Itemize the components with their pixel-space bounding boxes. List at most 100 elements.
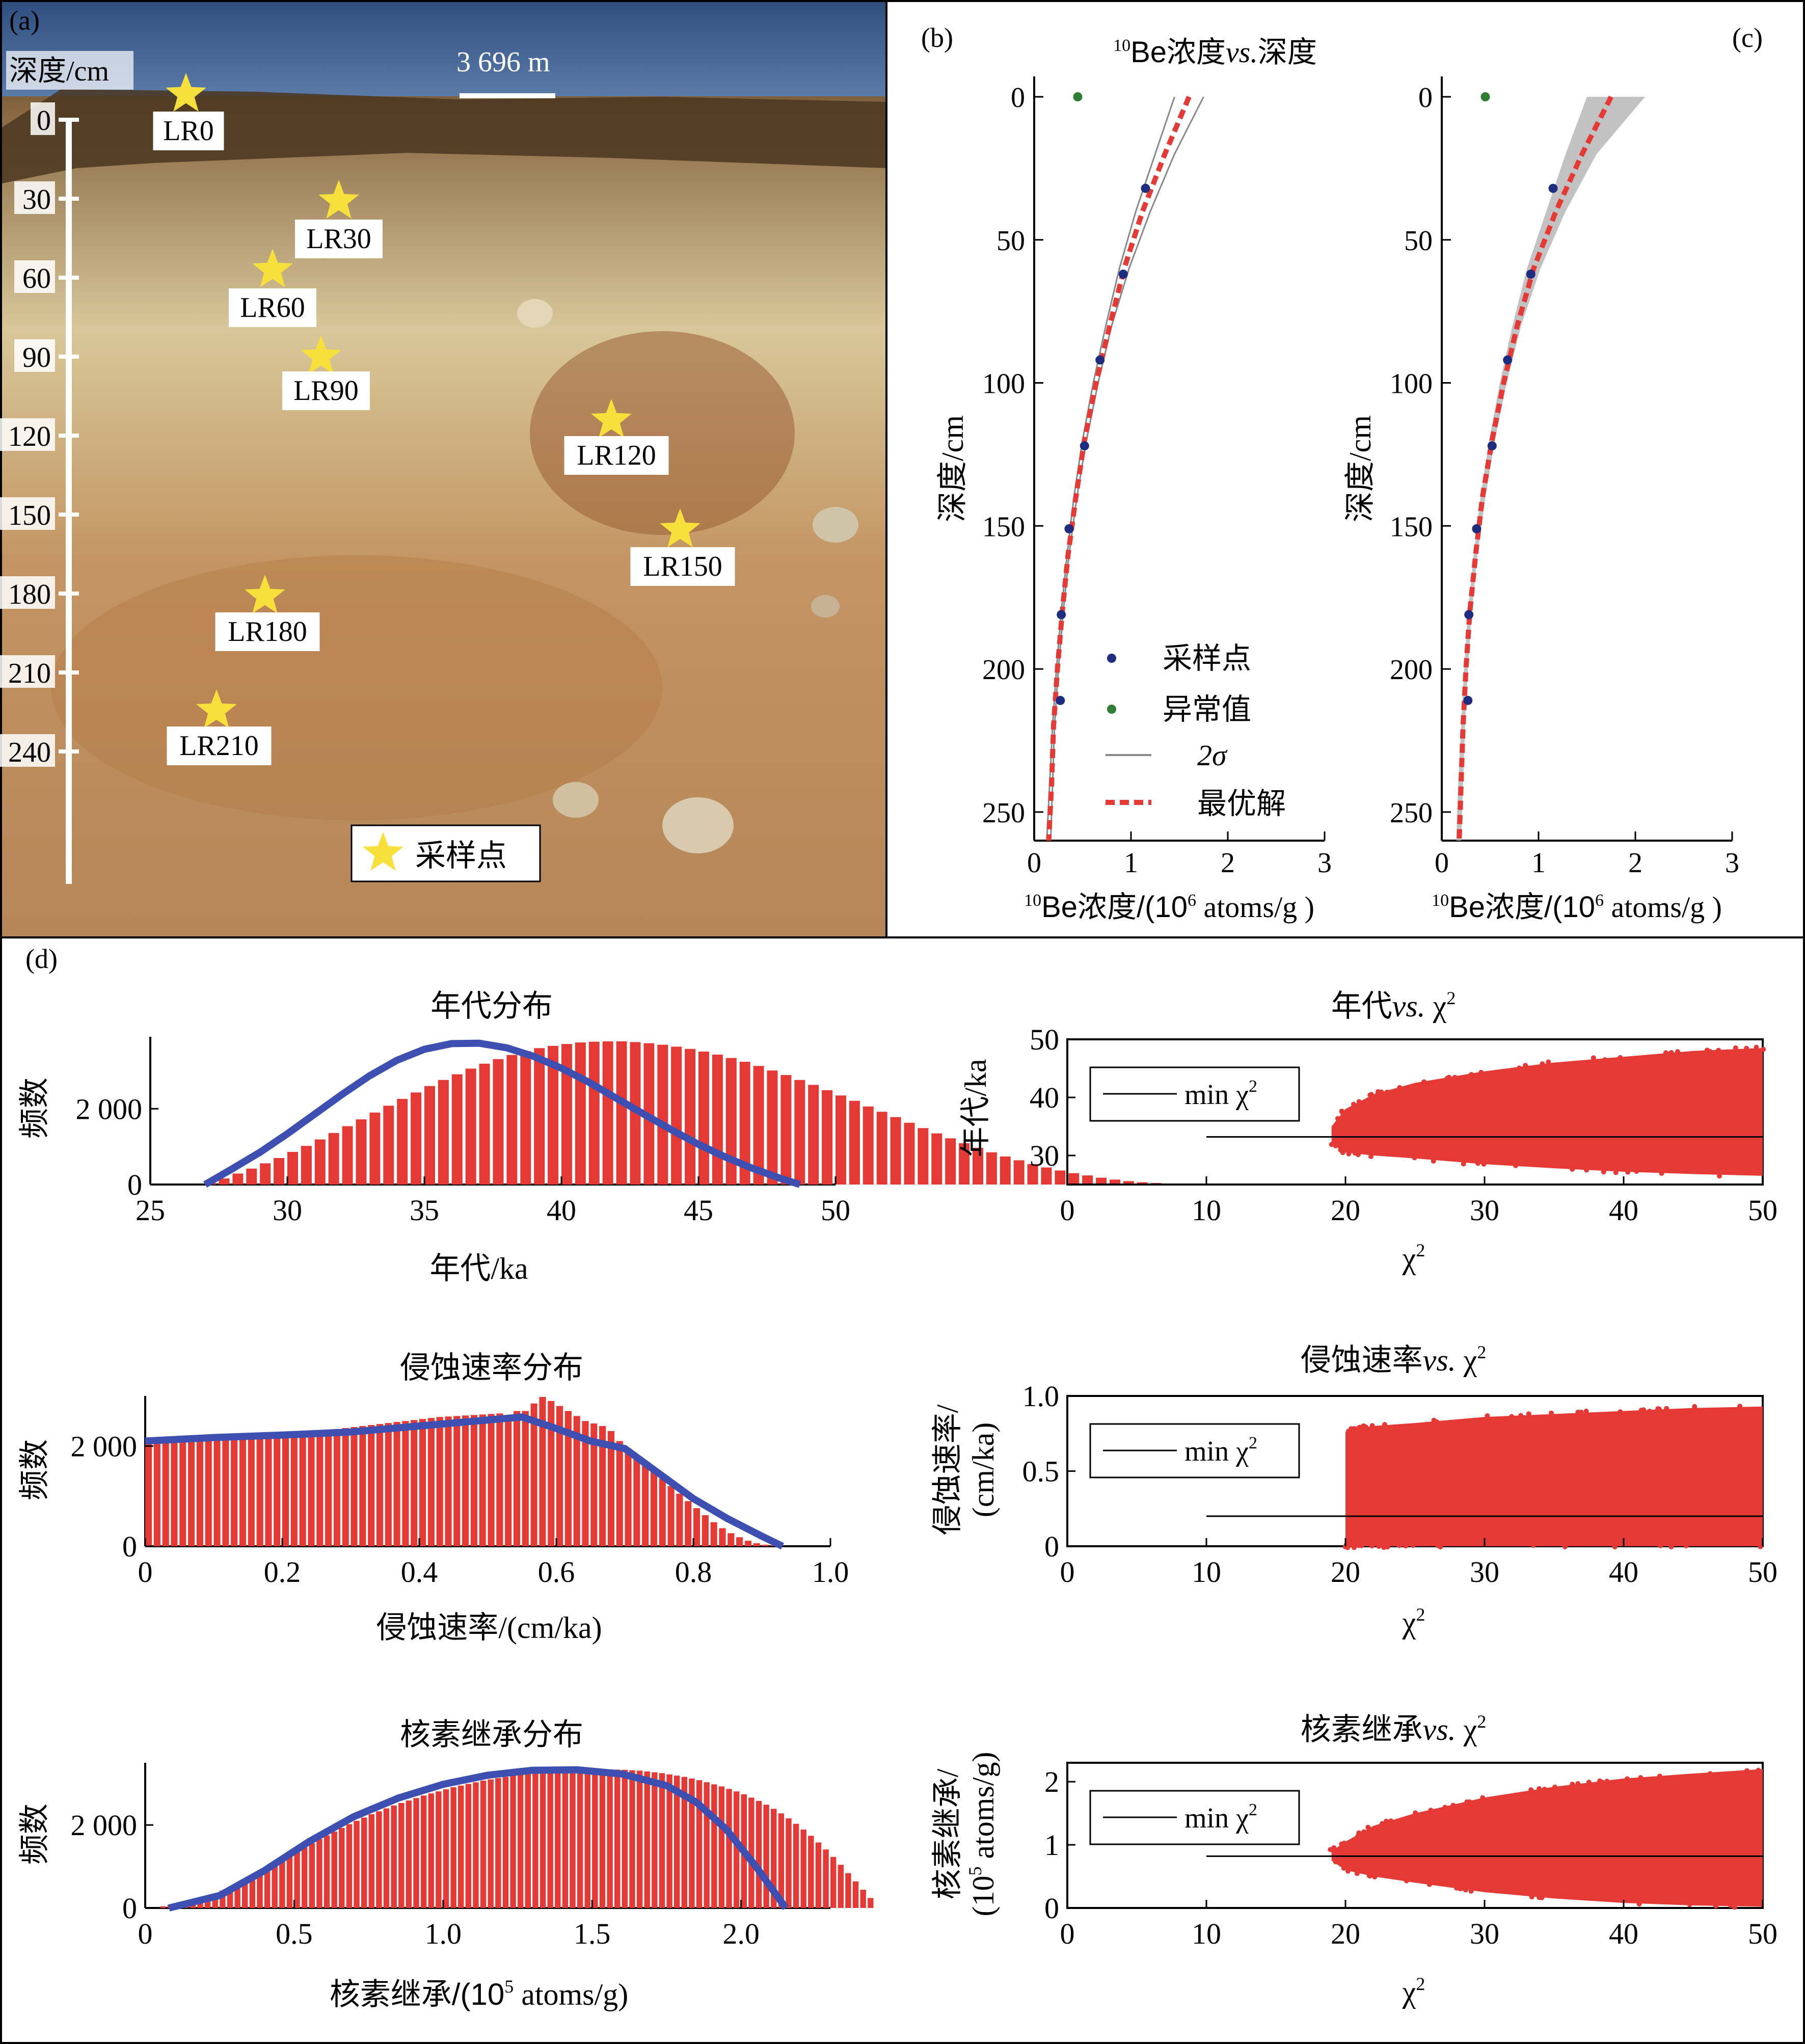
hist-bar [744,1541,751,1546]
hist-bar [391,1805,397,1908]
scatter-point [1481,1161,1487,1167]
legend-best: 最优解 [1197,787,1286,820]
depth-tick-label: 240 [8,737,51,768]
hist-bar [863,1106,874,1185]
sample-star-icon [245,575,285,613]
fit-curve [203,1039,801,1188]
hist-bar [607,1769,613,1908]
scatter-point [1354,1871,1360,1876]
sample-point [1472,524,1481,533]
hist-bar [502,1777,509,1908]
legend-min-chi2-label: min χ2 [1184,1800,1257,1834]
hist-bar [513,1411,521,1546]
scatter-point [1744,1045,1749,1051]
hist-bar [1137,1182,1148,1185]
y-tick-label: 50 [1030,1023,1059,1056]
sample-star-icon [301,335,341,374]
x-axis-label-part: Be浓度/(10 [1449,891,1595,924]
hist-bar [299,1432,306,1546]
depth-ticks: 0 30 60 90 120 150 180 210 240 [0,102,79,768]
y-tick-label: 0 [127,1168,142,1201]
scatter-point [1562,1544,1568,1549]
hist-bar [393,1422,400,1546]
hist-bar [719,1528,726,1546]
hist-bar [260,1163,271,1185]
x-axis-label-part: atoms/g ) [1196,891,1314,924]
hist-bar [179,1437,186,1546]
scatter-point [1329,1142,1334,1147]
hist-bar [561,1044,572,1185]
hist-bar [534,1048,545,1185]
scatter-point [1601,1169,1606,1175]
scatter-point [1656,1406,1662,1412]
x-tick-label: 50 [1748,1555,1777,1589]
x-tick-label: 0 [138,1917,153,1950]
legend-min-chi2-sup: 2 [1249,1077,1257,1096]
hist-bar [451,1074,463,1185]
hist-bar [539,1396,546,1546]
chi-sup: 2 [1416,1604,1425,1625]
hist-bar [188,1437,195,1546]
hist-bar [945,1138,956,1185]
sample-label-bg [282,371,370,410]
hist-bar [633,1456,640,1546]
photo-sky [2,2,885,96]
hist-bar [1027,1164,1038,1185]
scatter-point [1467,1799,1472,1805]
x-tick-label: 0 [1060,1194,1075,1227]
legend-min-chi2-text: min χ [1184,1436,1249,1467]
hist-bar [153,1439,160,1546]
hist-bar [712,1054,723,1185]
y-tick-label: 0 [1044,1892,1059,1925]
scatter-point [1461,1161,1466,1167]
sample-label-bg [229,288,316,327]
title-pre: 年代 [1331,989,1392,1023]
x-axis-label: 10Be浓度/(106 atoms/g ) [1024,891,1314,924]
title-chi: χ [1456,1343,1477,1377]
hist-bar [607,1431,614,1546]
sample-point [1548,183,1558,193]
hist-bar [525,1773,531,1908]
scatter-point [1356,1425,1362,1431]
hist-bar [602,1041,613,1185]
legend-a-label: 采样点 [415,839,507,873]
scatter-point [1530,1543,1536,1548]
hist-bar [219,1178,230,1185]
scatter-erosion-xlabel: χ2 [1402,1604,1425,1639]
scatter-point [1475,1161,1481,1166]
scatter-point [1618,1055,1623,1060]
scatter-point [1410,1543,1416,1548]
chi: χ [1402,1975,1416,2009]
hist-bar [480,1781,487,1908]
best-fit-line [1046,96,1192,841]
sample-markers: LR0 LR30 LR60 LR90 LR120 LR150 LR180 LR210 [153,73,735,765]
scatter-point [1707,1771,1713,1777]
hist-erosion-ylabel: 频数 [18,1439,51,1500]
hist-bar [1055,1170,1066,1185]
legend-samples: 采样点 [1163,642,1251,675]
hist-age-xlabel: 年代/ka [429,1252,528,1285]
scatter-point [1618,1409,1623,1415]
hist-bar [351,1427,358,1546]
hist-bar [973,1147,983,1185]
hist-bar [249,1876,256,1908]
hist-bar [725,1058,737,1185]
scatter-age-xlabel: χ2 [1402,1240,1425,1275]
scatter-point [1452,1074,1458,1080]
yl-post: atoms/g) [966,1752,1000,1867]
hist-bar [762,1545,769,1546]
hist-bar [265,1434,272,1546]
scatter-point [1658,1543,1663,1548]
scatter-point [1570,1166,1575,1172]
scatter-inheritance-xlabel: χ2 [1402,1974,1425,2009]
depth-tick-bg [0,576,55,609]
legend-b: 采样点 异常值 2σ 最优解 [1106,642,1286,820]
label-a: (a) [9,5,40,36]
photo-cobble [813,507,858,543]
hist-bar [376,1811,382,1908]
depth-tick-label: 60 [22,263,51,294]
hist-bar [577,1769,583,1908]
scatter-point [1583,1408,1589,1414]
hist-bar [314,1139,326,1185]
